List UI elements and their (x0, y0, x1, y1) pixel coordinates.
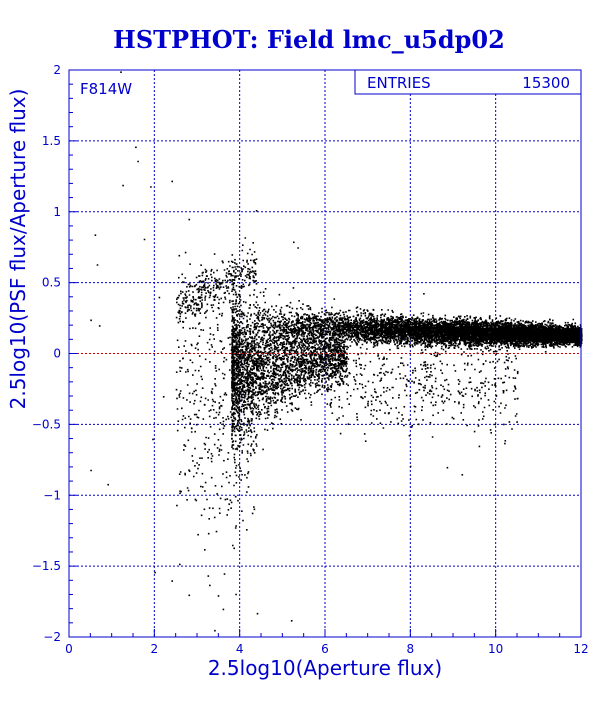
x-axis-ticks: 0 2 4 6 8 10 12 (65, 629, 589, 656)
x-tick-label: 12 (573, 642, 588, 656)
filter-label: F814W (80, 80, 132, 98)
y-tick-label: −2 (43, 630, 61, 644)
y-tick-label: −1 (43, 488, 61, 502)
stats-value: 15300 (522, 74, 570, 92)
x-tick-label: 0 (65, 642, 73, 656)
x-tick-label: 10 (488, 642, 503, 656)
y-tick-label: 0 (53, 347, 61, 361)
x-tick-label: 6 (321, 642, 329, 656)
stats-box-frame (354, 69, 582, 95)
y-axis-ticks: −2 −1.5 −1 −0.5 0 0.5 1 1.5 2 (32, 63, 77, 644)
y-tick-label: −1.5 (32, 559, 61, 573)
data-points (90, 71, 583, 632)
y-axis-label: 2.5log10(PSF flux/Aperture flux) (6, 89, 30, 410)
x-tick-label: 2 (151, 642, 159, 656)
x-tick-label: 8 (407, 642, 415, 656)
x-axis-label: 2.5log10(Aperture flux) (208, 656, 442, 680)
grid-lines (69, 70, 581, 637)
stats-label: ENTRIES (367, 74, 431, 92)
stats-box: ENTRIES 15300 (354, 69, 582, 95)
y-tick-label: 1 (53, 205, 61, 219)
y-tick-label: 2 (53, 63, 61, 77)
scatter-points (90, 71, 583, 632)
x-tick-label: 4 (236, 642, 244, 656)
y-tick-label: −0.5 (32, 417, 61, 431)
y-tick-label: 1.5 (42, 134, 61, 148)
y-tick-label: 0.5 (42, 276, 61, 290)
chart-title: HSTPHOT: Field lmc_u5dp02 (113, 25, 505, 54)
